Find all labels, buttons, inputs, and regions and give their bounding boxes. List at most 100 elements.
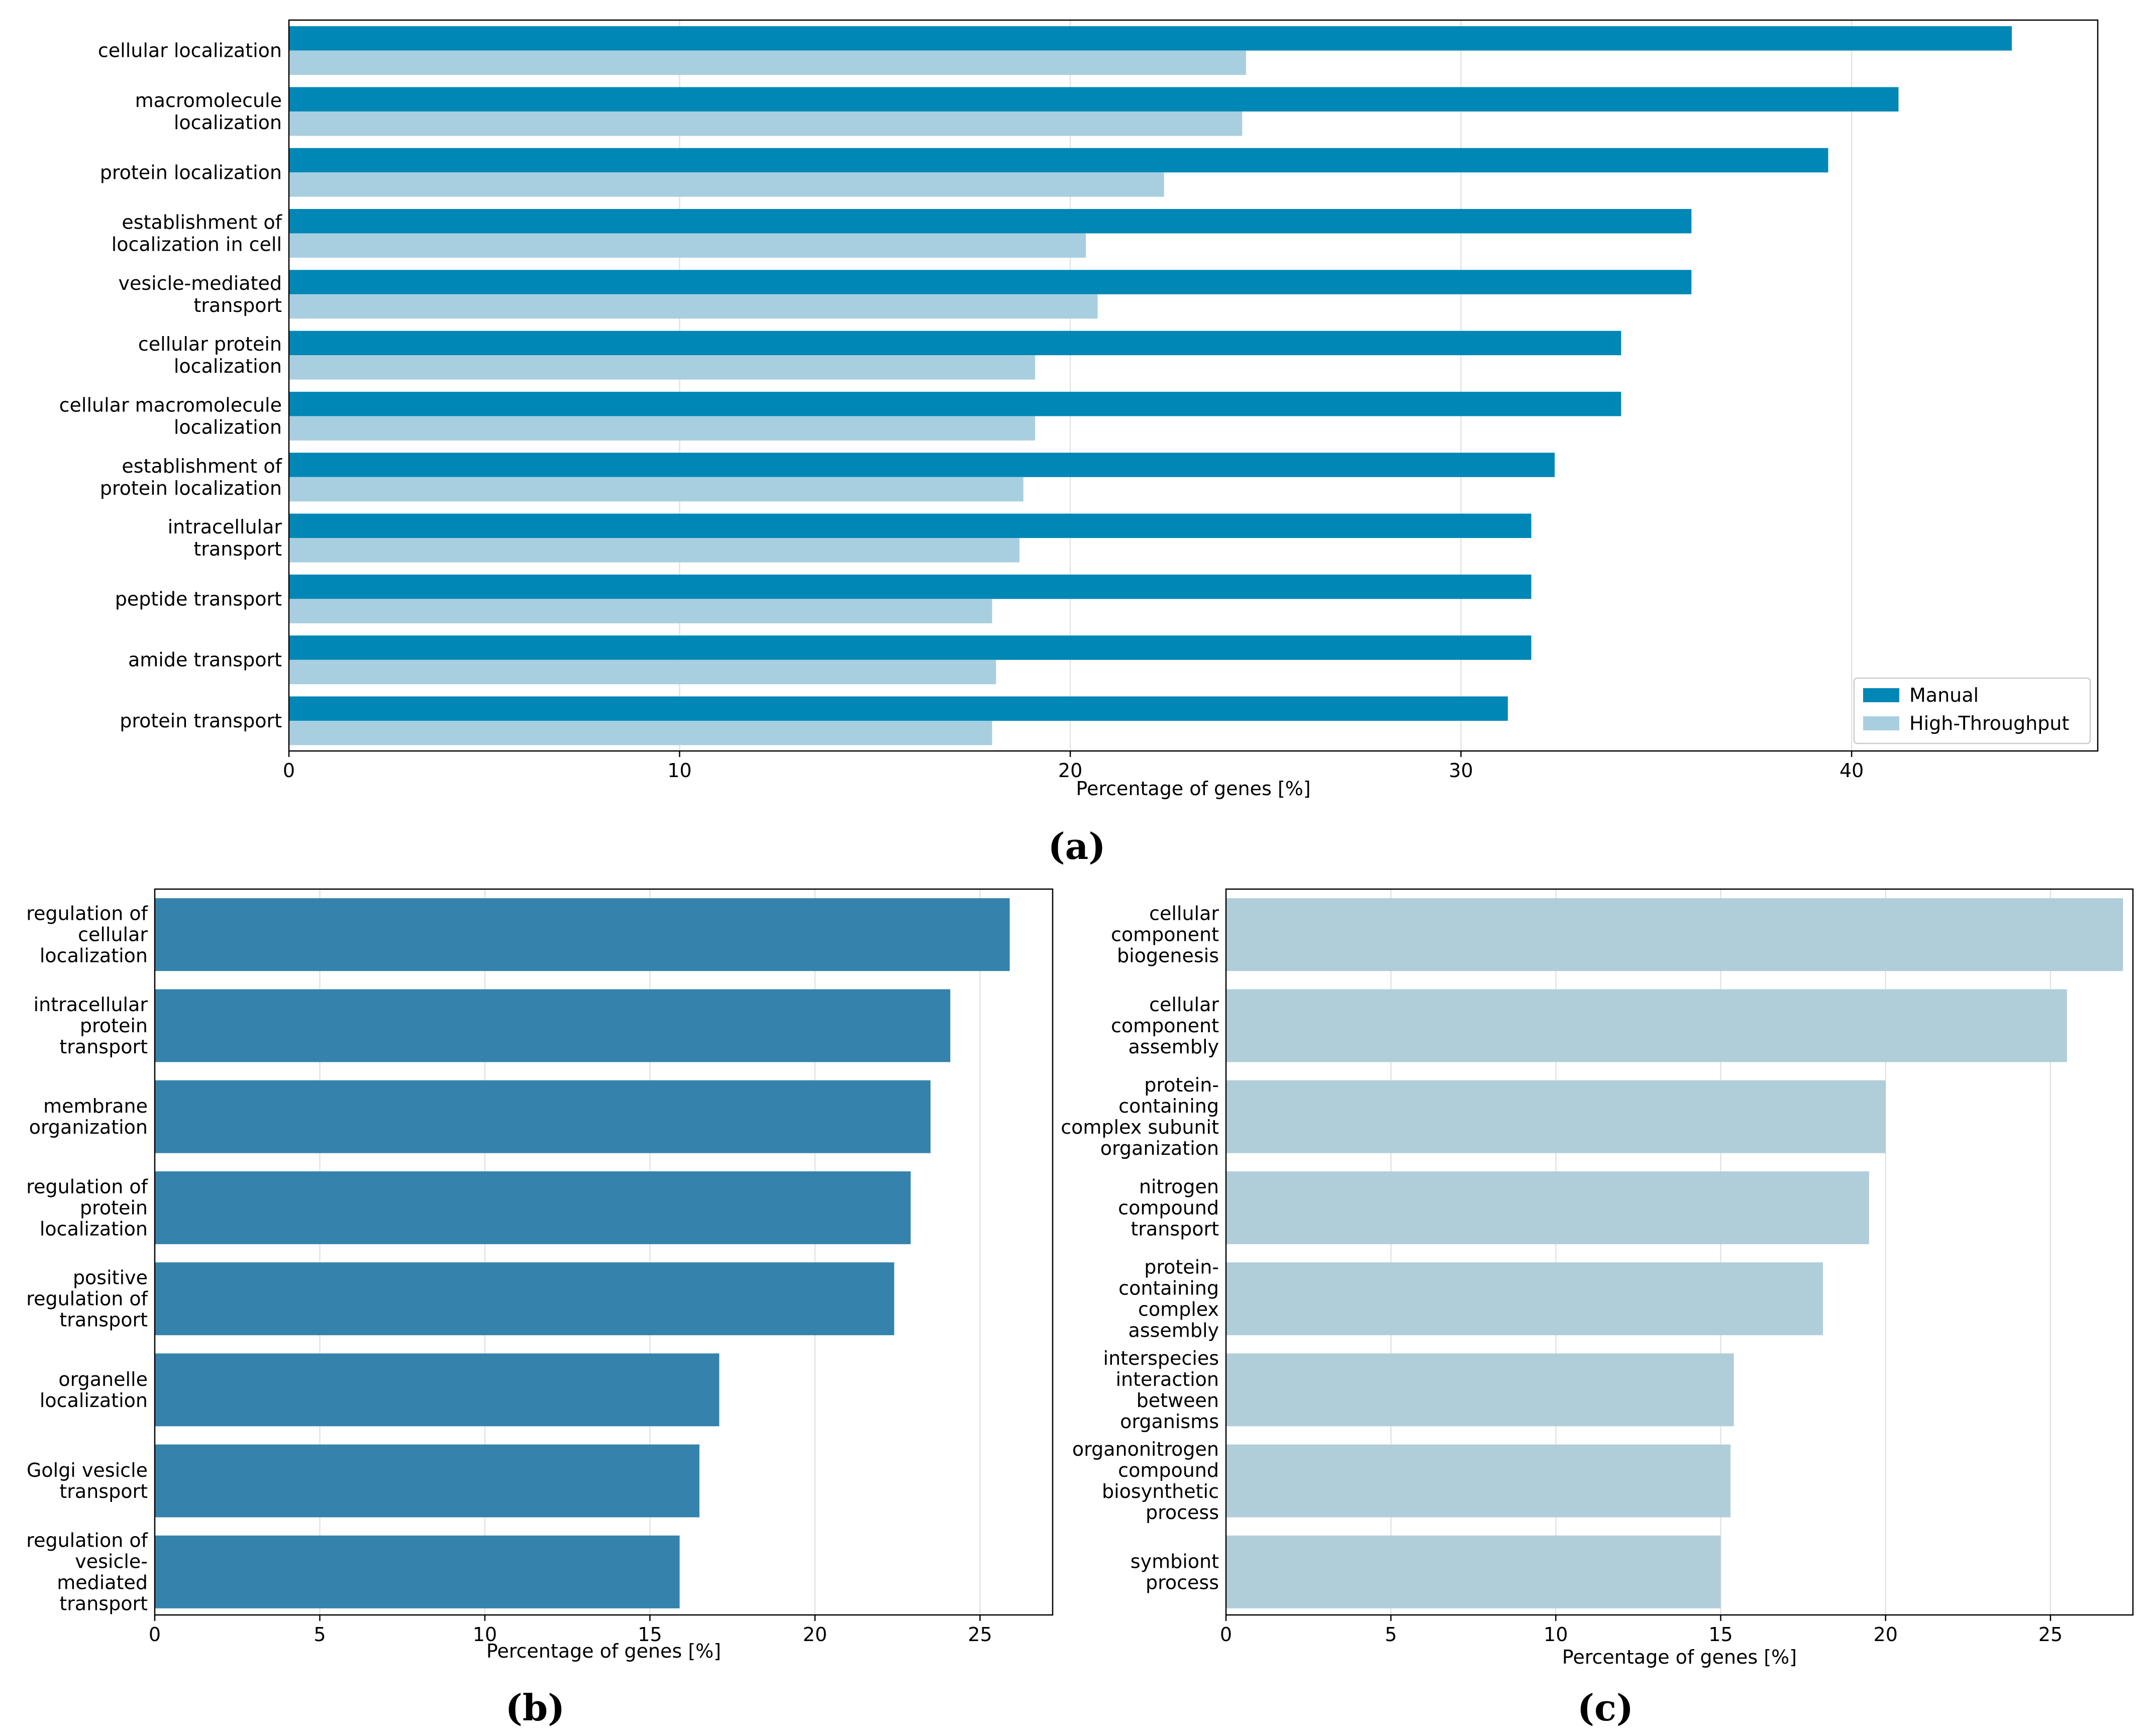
- plot-frame: [1225, 888, 2134, 1616]
- category-label-line: containing: [1118, 1277, 1219, 1299]
- category-label: protein localization: [100, 161, 282, 183]
- category-label: macromolecule localization: [135, 89, 282, 134]
- category-label-line: localization: [174, 355, 282, 377]
- category-label-line: compound: [1118, 1459, 1219, 1481]
- legend-swatch: [1863, 688, 1899, 702]
- bar-value: [155, 1171, 911, 1244]
- category-label: regulation of cellular localization: [26, 903, 148, 967]
- bar-value: [155, 989, 951, 1062]
- category-label-line: regulation of: [26, 1175, 148, 1198]
- category-label-line: localization: [40, 1389, 148, 1412]
- category-label: cellular component assembly: [1111, 994, 1219, 1058]
- bar-manual: [289, 391, 1621, 416]
- category-label: intracellular transport: [168, 516, 282, 560]
- plot-frame: [288, 19, 2099, 752]
- x-axis-label: Percentage of genes [%]: [1562, 1646, 1797, 1668]
- category-label-line: localization in cell: [112, 234, 282, 256]
- category-label: establishment of protein localization: [100, 455, 283, 499]
- category-label: regulation of vesicle-mediated transport: [26, 1529, 148, 1614]
- category-label: peptide transport: [115, 588, 282, 610]
- category-label: positive regulation of transport: [26, 1267, 148, 1331]
- category-label: protein-containing complex subunit organiz…: [1061, 1074, 1219, 1159]
- legend: Manual High-Throughput: [1853, 677, 2091, 744]
- x-tick-label: 0: [283, 759, 295, 782]
- bar-high-throughput: [289, 172, 1164, 197]
- bar-value: [1226, 1353, 1734, 1427]
- category-label: symbiont process: [1131, 1550, 1219, 1593]
- category-label-line: membrane: [43, 1095, 148, 1117]
- bar-manual: [289, 87, 1899, 112]
- bar-high-throughput: [289, 50, 1246, 75]
- panel-a-chart: 0 10 20 30 40 cellular localization macromolec…: [59, 19, 2099, 800]
- bar-high-throughput: [289, 111, 1243, 136]
- x-tick-label: 30: [1449, 759, 1473, 782]
- bar-manual: [289, 696, 1508, 721]
- category-label: cellular localization: [98, 40, 282, 62]
- category-label-line: vesicle-mediated: [118, 272, 282, 294]
- category-label-line: compound: [1118, 1197, 1219, 1219]
- category-label-line: protein transport: [120, 710, 282, 732]
- bar-value: [155, 1535, 680, 1608]
- category-label-line: positive: [73, 1267, 148, 1289]
- panel-a-caption: (a): [1048, 825, 1106, 867]
- category-label-line: between: [1137, 1389, 1219, 1412]
- category-label: Golgi vesicle transport: [27, 1459, 148, 1502]
- category-label-line: macromolecule: [135, 89, 282, 112]
- category-label-line: complex subunit: [1061, 1116, 1219, 1138]
- category-label-line: Golgi vesicle: [27, 1459, 148, 1481]
- category-label: regulation of protein localization: [26, 1175, 148, 1240]
- category-label-line: cellular: [1149, 994, 1219, 1016]
- category-label-line: assembly: [1129, 1320, 1219, 1342]
- bar-manual: [289, 270, 1692, 294]
- legend-swatch: [1863, 716, 1899, 730]
- x-tick-label: 25: [968, 1623, 992, 1646]
- category-label-line: component: [1111, 924, 1219, 946]
- category-label-line: process: [1146, 1571, 1219, 1593]
- category-label-line: cellular macromolecule: [59, 394, 282, 416]
- category-label-line: assembly: [1129, 1036, 1219, 1058]
- category-label-line: component: [1111, 1015, 1219, 1037]
- category-label-line: biogenesis: [1117, 945, 1219, 967]
- category-label: organelle localization: [40, 1368, 148, 1412]
- bar-high-throughput: [289, 538, 1019, 563]
- category-label-line: localization: [40, 945, 148, 967]
- category-label-line: transport: [193, 538, 282, 560]
- legend-label: High-Throughput: [1909, 712, 2069, 734]
- x-tick-label: 20: [803, 1623, 827, 1646]
- x-axis-label: Percentage of genes [%]: [1076, 778, 1310, 800]
- category-label-line: transport: [59, 1480, 148, 1502]
- category-label-line: establishment of: [122, 455, 282, 477]
- category-label: cellular component biogenesis: [1111, 903, 1219, 967]
- bar-value: [1226, 1171, 1869, 1244]
- bar-manual: [289, 635, 1531, 660]
- category-label-line: cellular: [1149, 903, 1219, 925]
- category-label-line: containing: [1118, 1095, 1219, 1117]
- bar-manual: [289, 331, 1621, 356]
- x-tick-label: 40: [1839, 759, 1864, 782]
- category-label-line: nitrogen: [1139, 1175, 1219, 1198]
- bar-manual: [289, 209, 1692, 234]
- category-label: amide transport: [128, 649, 282, 671]
- bar-value: [1226, 1080, 1886, 1153]
- bar-value: [155, 1353, 720, 1427]
- category-label-line: peptide transport: [115, 588, 282, 610]
- bar-value: [1226, 898, 2123, 971]
- bar-value: [155, 1444, 700, 1517]
- x-tick-label: 0: [1220, 1623, 1232, 1646]
- x-tick-label: 10: [1544, 1623, 1568, 1646]
- bar-high-throughput: [289, 233, 1086, 258]
- x-tick-label: 10: [667, 759, 691, 782]
- x-tick-label: 5: [314, 1623, 326, 1646]
- bar-high-throughput: [289, 477, 1024, 502]
- bar-manual: [289, 148, 1828, 173]
- x-tick-label: 15: [638, 1623, 662, 1646]
- category-label-line: protein-: [1144, 1074, 1219, 1096]
- bar-high-throughput: [289, 720, 992, 745]
- bar-high-throughput: [289, 599, 992, 623]
- bar-high-throughput: [289, 355, 1036, 380]
- category-label-line: mediated: [57, 1571, 148, 1593]
- category-label: interspecies interaction between organisms: [1103, 1347, 1219, 1433]
- category-label-line: protein: [80, 1197, 148, 1219]
- bar-value: [1226, 989, 2067, 1062]
